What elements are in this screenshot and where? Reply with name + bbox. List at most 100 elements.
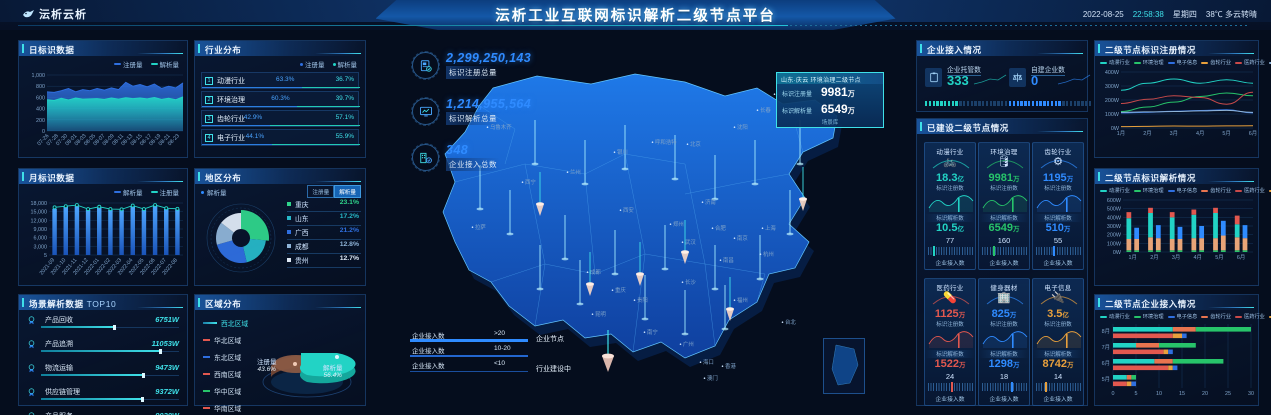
progress-handle[interactable] — [113, 324, 116, 330]
toggle-parse[interactable]: 解析量 — [334, 185, 361, 198]
stat-label: 标识注册总量 — [446, 65, 500, 79]
svg-text:6月: 6月 — [1249, 130, 1257, 137]
node-card[interactable]: 动漫行业 🚲 18.3亿 标识注册数 标识解析数 10.5亿 77 企业接入数 — [924, 142, 976, 270]
parse-value: 510万 — [1045, 222, 1071, 234]
legend-row[interactable]: 华南区域 — [203, 403, 248, 413]
legend-item[interactable]: 电子信息 — [1167, 59, 1197, 66]
panel-title: 二级节点标识解析情况 — [1105, 172, 1197, 183]
arc-decoration — [986, 160, 1024, 169]
node-card[interactable]: 环境治理 🛢 9981万 标识注册数 标识解析数 6549万 160 企业接入数 — [978, 142, 1030, 270]
list-item[interactable]: 产品回收 6751W — [27, 314, 179, 334]
card-title: 齿轮行业 — [1044, 148, 1072, 156]
legend-row[interactable]: 东北区域 — [203, 352, 248, 362]
svg-text:6月: 6月 — [1237, 254, 1245, 261]
chart-legend: 注册量 解析量 — [195, 56, 365, 69]
svg-text:400W: 400W — [1105, 70, 1120, 76]
node-card[interactable]: 齿轮行业 ⚙ 1195万 标识注册数 标识解析数 510万 55 企业接入数 — [1032, 142, 1084, 270]
legend-item[interactable]: 电子信息 — [1167, 313, 1197, 320]
legend-item: 解析量 — [114, 187, 143, 197]
svg-text:200: 200 — [36, 118, 45, 124]
legend-item[interactable]: 健身器材 — [1268, 187, 1271, 194]
table-row[interactable]: 1 动漫行业 63.3% 36.7% — [201, 72, 360, 89]
panel-area-distribution: 地区分布 解析量 注册量 解析量 重庆 23.1% 山东 17.2% 广西 21.2% 成都… — [194, 168, 366, 286]
legend-item[interactable]: 动漫行业 — [1100, 59, 1130, 66]
legend-item[interactable]: 医药行业 — [1235, 313, 1265, 320]
node-card[interactable]: 电子信息 🔌 3.5亿 标识注册数 标识解析数 8742万 14 企业接入数 — [1032, 278, 1084, 406]
legend-item[interactable]: 健身器材 — [1268, 59, 1271, 66]
card-icon: 💊 — [943, 292, 957, 304]
table-row[interactable]: 3 齿轮行业 42.9% 57.1% — [201, 110, 360, 127]
panel-body: 西北区域 华北区域 东北区域 西南区域 华中区域 华南区域 注册量 43.6% 解析量 5… — [195, 310, 365, 413]
svg-text:南京: 南京 — [737, 234, 748, 242]
svg-text:600: 600 — [36, 95, 45, 101]
bar-segment — [955, 101, 958, 106]
list-item[interactable]: 供应链管理 9372W — [27, 386, 179, 406]
table-row[interactable]: 2 环境治理 60.3% 39.7% — [201, 91, 360, 108]
legend-item[interactable]: 齿轮行业 — [1201, 313, 1231, 320]
legend-label: 医药行业 — [1244, 188, 1265, 194]
building-enterprise-icon — [419, 152, 432, 163]
legend-row[interactable]: 西南区域 — [203, 369, 248, 379]
svg-text:10: 10 — [1156, 391, 1162, 397]
bar-segment — [989, 101, 992, 106]
table-row[interactable]: 4 电子行业 44.1% 55.9% — [201, 129, 360, 146]
tooltip-key: 标识注册量 — [782, 92, 813, 98]
svg-text:海口: 海口 — [703, 358, 714, 366]
legend-item[interactable]: 动漫行业 — [1100, 313, 1130, 320]
toggle-register[interactable]: 注册量 — [307, 185, 335, 198]
map-minimap[interactable] — [823, 338, 865, 394]
list-item[interactable]: 产品追溯 11053W — [27, 338, 179, 358]
logo[interactable]: 沄析云析 — [22, 6, 87, 22]
chart-legend: 动漫行业 环境治理 电子信息 齿轮行业 医药行业健身器材 — [1095, 184, 1271, 194]
legend-item[interactable]: 电子信息 — [1167, 187, 1197, 194]
bar-register — [202, 124, 270, 126]
legend-item: 解析量 — [150, 59, 179, 69]
svg-text:济南: 济南 — [705, 198, 716, 206]
node-card[interactable]: 医药行业 💊 1125万 标识注册数 标识解析数 1522万 24 企业接入数 — [924, 278, 976, 406]
card-icon: 🔌 — [1051, 292, 1065, 304]
progress-handle[interactable] — [159, 348, 162, 354]
legend-row[interactable]: 重庆 23.1% — [287, 198, 361, 212]
legend-item[interactable]: 健身器材 — [1268, 313, 1271, 320]
list-item[interactable]: 物流运输 9473W — [27, 362, 179, 382]
legend-row[interactable]: 成都 12.8% — [287, 240, 361, 254]
progress-handle[interactable] — [142, 372, 145, 378]
legend-item[interactable]: 环境治理 — [1133, 59, 1164, 66]
parse-percent: 36.7% — [335, 76, 354, 83]
list-item-value: 9372W — [155, 387, 179, 396]
svg-text:南宁: 南宁 — [647, 328, 658, 336]
node-card[interactable]: 健身器材 🏢 825万 标识注册数 标识解析数 1298万 18 企业接入数 — [978, 278, 1030, 406]
legend-item[interactable]: 医药行业 — [1235, 187, 1265, 194]
parse-label: 标识解析数 — [979, 214, 1029, 222]
panel-node-register-trend: 二级节点标识注册情况 动漫行业 环境治理 电子信息 齿轮行业 医药行业健身器材 0W 10… — [1094, 40, 1271, 158]
legend-row[interactable]: 华北区域 — [203, 335, 248, 345]
legend-row[interactable]: 贵州 12.7% — [287, 254, 361, 268]
parse-trend-bar-chart: 0W 100W 200W 300W 400W 500W 600W 1月 2月 3月 4月 5月 6月 — [1107, 198, 1253, 261]
label-value: 43.6% — [257, 366, 276, 373]
map-container[interactable]: 乌鲁木齐拉萨西宁兰州银川呼和浩特北京沈阳长春哈尔滨济南郑州西安成都重庆武汉南京上… — [385, 34, 910, 414]
svg-text:西安: 西安 — [623, 206, 634, 214]
bar-segment — [959, 101, 962, 106]
legend-item[interactable]: 动漫行业 — [1100, 187, 1130, 194]
legend-item[interactable]: 齿轮行业 — [1201, 59, 1231, 66]
legend-row[interactable]: 山东 17.2% — [287, 212, 361, 226]
progress-handle[interactable] — [141, 396, 144, 402]
china-map[interactable]: 乌鲁木齐拉萨西宁兰州银川呼和浩特北京沈阳长春哈尔滨济南郑州西安成都重庆武汉南京上… — [385, 34, 910, 414]
bar-segment — [940, 101, 943, 106]
legend-swatch — [1133, 189, 1141, 192]
stat-ring — [411, 97, 440, 126]
stat-text: 1,214,955,564 标识解析总量 — [446, 97, 531, 125]
legend-item[interactable]: 齿轮行业 — [1201, 187, 1231, 194]
region-legend: 西北区域华北区域东北区域西南区域华中区域华南区域 — [203, 318, 248, 415]
svg-text:5: 5 — [1135, 391, 1138, 397]
area-toggle-group[interactable]: 注册量 解析量 — [307, 185, 361, 198]
list-item[interactable]: 产品服务 9020W — [27, 410, 179, 415]
legend-item[interactable]: 环境治理 — [1133, 313, 1164, 320]
panel-body: 动漫行业 环境治理 电子信息 齿轮行业 医药行业健身器材 0W 100W 200W 300W 4… — [1095, 184, 1271, 285]
legend-item[interactable]: 医药行业 — [1235, 59, 1265, 66]
legend-item[interactable]: 环境治理 — [1133, 187, 1164, 194]
legend-row[interactable]: 华中区域 — [203, 386, 248, 396]
legend-row[interactable]: 广西 21.2% — [287, 226, 361, 240]
legend-row[interactable]: 西北区域 — [203, 318, 248, 328]
legend-swatch — [1201, 189, 1209, 192]
